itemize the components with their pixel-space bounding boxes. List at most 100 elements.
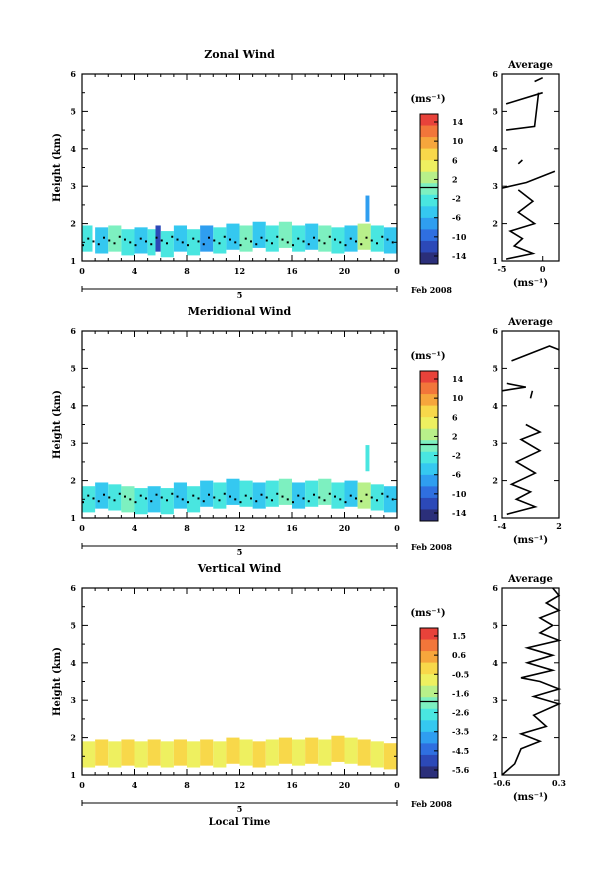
x-tick-label: 0 bbox=[394, 266, 400, 276]
heatmap-cell bbox=[318, 478, 332, 505]
colorbar-swatch bbox=[420, 474, 438, 487]
contour-mark bbox=[92, 497, 95, 500]
contour-mark bbox=[244, 494, 247, 497]
contour-mark bbox=[339, 241, 342, 244]
heatmap-cell bbox=[187, 229, 201, 256]
colorbar-swatch bbox=[420, 217, 438, 230]
contour-mark bbox=[271, 499, 273, 502]
y-tick-label: 5 bbox=[70, 620, 76, 630]
contour-mark bbox=[355, 497, 357, 500]
contour-mark bbox=[223, 492, 226, 495]
contour-mark bbox=[307, 500, 310, 503]
average-profile-line bbox=[501, 382, 526, 392]
colorbar-units: (ms⁻¹) bbox=[410, 94, 445, 105]
average-title: Average bbox=[507, 317, 553, 328]
colorbar-swatch bbox=[420, 405, 438, 418]
contour-mark bbox=[197, 497, 200, 500]
colorbar-swatch bbox=[420, 509, 438, 522]
heatmap-cell bbox=[200, 480, 214, 507]
average-frame bbox=[501, 587, 560, 776]
average-profile-line bbox=[505, 91, 543, 105]
contour-mark bbox=[202, 500, 205, 503]
average-y-tick-label: 4 bbox=[492, 658, 498, 668]
date-tick-label: 5 bbox=[237, 547, 243, 557]
contour-mark bbox=[260, 493, 263, 496]
heatmap-cell bbox=[213, 741, 227, 768]
heatmap-cell bbox=[226, 478, 240, 505]
colorbar-tick-label: -6 bbox=[452, 213, 461, 223]
average-x-tick-label: 0.3 bbox=[552, 778, 566, 788]
contour-mark bbox=[97, 243, 100, 246]
y-tick-label: 4 bbox=[70, 144, 76, 154]
contour-mark bbox=[360, 500, 363, 503]
contour-mark bbox=[265, 496, 268, 499]
colorbar-tick-label: -4.5 bbox=[452, 746, 469, 756]
heatmap-cell bbox=[200, 739, 214, 766]
contour-mark bbox=[370, 496, 373, 499]
contour-mark bbox=[176, 495, 179, 498]
contour-mark bbox=[229, 495, 231, 498]
contour-mark bbox=[381, 235, 384, 238]
colorbar-swatch bbox=[420, 417, 438, 430]
contour-mark bbox=[292, 501, 294, 504]
y-tick-label: 3 bbox=[70, 695, 76, 705]
colorbar-tick-label: -1.6 bbox=[452, 688, 470, 698]
average-y-tick-label: 6 bbox=[492, 69, 498, 79]
colorbar-swatch bbox=[420, 697, 438, 710]
contour-mark bbox=[344, 244, 347, 247]
contour-mark bbox=[297, 494, 300, 497]
y-tick-label: 5 bbox=[70, 363, 76, 373]
x-tick-label: 20 bbox=[339, 523, 351, 533]
average-y-tick-label: 3 bbox=[492, 181, 498, 191]
contour-mark bbox=[365, 236, 368, 239]
contour-mark bbox=[97, 500, 100, 503]
y-tick-label: 2 bbox=[70, 476, 76, 486]
contour-mark bbox=[197, 240, 200, 243]
colorbar-tick-label: 10 bbox=[452, 136, 464, 146]
contour-mark bbox=[239, 501, 242, 504]
date-label: Feb 2008 bbox=[411, 799, 452, 809]
contour-mark bbox=[124, 495, 126, 498]
average-profile-line bbox=[501, 587, 562, 776]
colorbar-swatch bbox=[420, 394, 438, 407]
x-tick-label: 16 bbox=[286, 523, 298, 533]
colorbar-swatch bbox=[420, 371, 438, 384]
average-frame bbox=[501, 73, 560, 262]
colorbar-tick-label: -14 bbox=[452, 508, 467, 518]
heatmap-cell bbox=[305, 480, 319, 507]
heatmap-cell bbox=[213, 227, 227, 254]
x-tick-label: 4 bbox=[132, 780, 138, 790]
contour-mark bbox=[355, 240, 357, 243]
average-y-tick-label: 5 bbox=[492, 620, 498, 630]
heatmap-cell bbox=[365, 195, 370, 222]
colorbar-tick-label: -6 bbox=[452, 470, 461, 480]
contour-mark bbox=[334, 495, 336, 498]
heatmap-cell bbox=[95, 227, 109, 254]
colorbar-frame bbox=[419, 627, 439, 779]
average-y-tick-label: 2 bbox=[492, 476, 498, 486]
y-tick-label: 6 bbox=[70, 583, 76, 593]
contour-mark bbox=[208, 236, 210, 239]
contour-mark bbox=[302, 240, 305, 243]
contour-mark bbox=[82, 244, 84, 247]
heatmap-cell bbox=[121, 739, 135, 766]
contour-mark bbox=[349, 494, 352, 497]
heatmap-cell bbox=[370, 741, 384, 768]
y-axis-label: Height (km) bbox=[52, 390, 63, 459]
contour-mark bbox=[344, 501, 347, 504]
average-x-label: (ms⁻¹) bbox=[513, 792, 548, 803]
contour-mark bbox=[276, 492, 279, 495]
contour-mark bbox=[271, 242, 273, 245]
colorbar-units: (ms⁻¹) bbox=[410, 608, 445, 619]
contour-mark bbox=[255, 243, 258, 246]
contour-mark bbox=[139, 237, 142, 240]
heatmap-cell bbox=[187, 486, 201, 513]
contour-mark bbox=[339, 498, 342, 501]
heatmap-cell bbox=[95, 739, 109, 766]
heatmap-cell bbox=[357, 482, 371, 509]
average-y-tick-label: 3 bbox=[492, 695, 498, 705]
colorbar-tick-label: -2.6 bbox=[452, 708, 470, 718]
colorbar-units: (ms⁻¹) bbox=[410, 351, 445, 362]
colorbar-swatch bbox=[420, 171, 438, 184]
